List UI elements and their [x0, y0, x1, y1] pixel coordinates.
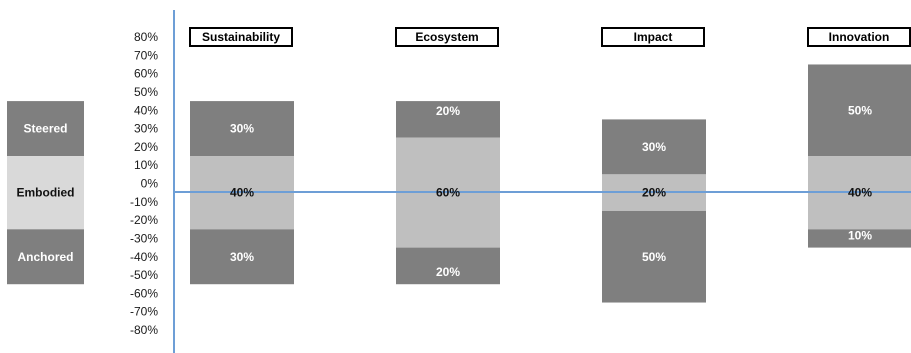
y-tick-label: 40% [134, 103, 158, 117]
bar-segment [396, 247, 500, 285]
segment-value-label: 30% [230, 250, 254, 264]
category-title-box [395, 27, 499, 47]
y-tick-label: -50% [130, 268, 158, 282]
bar-segment [190, 101, 294, 157]
y-tick-label: 0% [141, 177, 159, 191]
segment-value-label: 20% [436, 265, 460, 279]
bar-segment [808, 229, 911, 248]
segment-value-label: 10% [848, 229, 872, 243]
y-tick-label: 30% [134, 122, 158, 136]
category-title-box [189, 27, 293, 47]
bar-segment [602, 210, 706, 303]
segment-value-label: 20% [436, 104, 460, 118]
category-title-box [807, 27, 911, 47]
segment-value-label: 50% [848, 103, 872, 117]
y-tick-label: -20% [130, 213, 158, 227]
segment-value-label: 40% [230, 186, 254, 200]
row-label-block [7, 229, 84, 285]
y-tick-label: 10% [134, 158, 158, 172]
y-tick-label: -30% [130, 231, 158, 245]
y-tick-label: 80% [134, 30, 158, 44]
y-tick-label: 70% [134, 48, 158, 62]
row-label-embodied: Embodied [16, 186, 74, 200]
y-tick-label: -40% [130, 250, 158, 264]
y-tick-label: 20% [134, 140, 158, 154]
bar-segment [602, 119, 706, 175]
y-tick-label: -80% [130, 323, 158, 337]
row-label-block [7, 156, 84, 230]
segment-value-label: 60% [436, 186, 460, 200]
segment-value-label: 20% [642, 186, 666, 200]
y-tick-label: -70% [130, 305, 158, 319]
category-title: Innovation [829, 30, 890, 44]
row-label-block [7, 101, 84, 157]
row-label-anchored: Anchored [17, 250, 73, 264]
y-tick-label: 60% [134, 67, 158, 81]
category-title: Ecosystem [415, 30, 478, 44]
segment-value-label: 30% [642, 140, 666, 154]
category-title-box [601, 27, 705, 47]
segment-value-label: 30% [230, 122, 254, 136]
category-title: Impact [634, 30, 673, 44]
segment-value-label: 50% [642, 250, 666, 264]
row-label-steered: Steered [23, 122, 67, 136]
y-tick-label: -60% [130, 286, 158, 300]
bar-segment [190, 229, 294, 285]
y-tick-label: -10% [130, 195, 158, 209]
bar-segment [808, 64, 911, 157]
segment-value-label: 40% [848, 186, 872, 200]
y-tick-label: 50% [134, 85, 158, 99]
category-title: Sustainability [202, 30, 280, 44]
bar-segment [396, 101, 500, 138]
